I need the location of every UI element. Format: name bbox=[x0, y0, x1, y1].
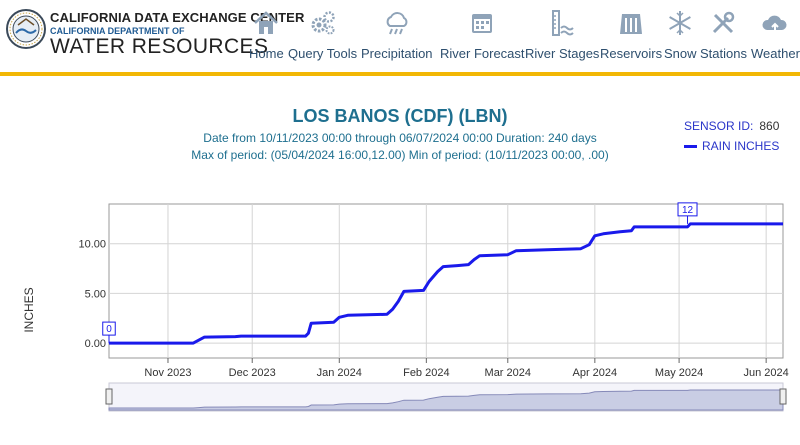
range-navigator bbox=[105, 382, 787, 412]
x-tick-label: Dec 2023 bbox=[229, 367, 276, 379]
nav-home[interactable]: Home bbox=[249, 8, 284, 61]
nav-home-label: Home bbox=[249, 46, 284, 61]
annotation-box bbox=[102, 321, 116, 336]
x-tick-label: Apr 2024 bbox=[573, 367, 618, 379]
x-tick-label: Jun 2024 bbox=[744, 367, 789, 379]
y-axis: 0.00 5.00 10.00 bbox=[78, 239, 106, 350]
nav-stations-label: Stations bbox=[700, 46, 747, 61]
x-tick-label: Feb 2024 bbox=[403, 367, 449, 379]
header-rule bbox=[0, 72, 800, 76]
brand-department: CALIFORNIA DEPARTMENT OF bbox=[50, 26, 185, 36]
nav-reservoirs-label: Reservoirs bbox=[600, 46, 663, 61]
nav-river-forecast[interactable]: River Forecast bbox=[440, 8, 525, 61]
chart-subtitle-extremes: Max of period: (05/04/2024 16:00,12.00) … bbox=[191, 148, 609, 162]
x-axis: Nov 2023 Dec 2023 Jan 2024 Feb 2024 Mar 2024… bbox=[144, 358, 789, 379]
brand-water-resources: WATER RESOURCES bbox=[50, 35, 269, 58]
chart-annotations: 0 12 bbox=[102, 202, 698, 344]
plot-area bbox=[108, 203, 784, 359]
snowflake-icon bbox=[669, 11, 692, 35]
chart-title: LOS BANOS (CDF) (LBN) bbox=[292, 106, 508, 126]
chart-grid bbox=[108, 203, 784, 359]
y-tick-label: 10.00 bbox=[78, 239, 106, 251]
y-tick-label: 0.00 bbox=[85, 338, 106, 350]
chart-subtitle-dates: Date from 10/11/2023 00:00 through 06/07… bbox=[203, 131, 597, 145]
nav-precipitation-label: Precipitation bbox=[361, 46, 433, 61]
dwr-seal-icon[interactable] bbox=[6, 9, 46, 49]
gauge-icon bbox=[552, 10, 574, 36]
sensor-id-value: 860 bbox=[759, 119, 780, 133]
annotation-label: 0 bbox=[106, 324, 112, 335]
nav-reservoirs[interactable]: Reservoirs bbox=[600, 8, 662, 61]
x-tick-label: Mar 2024 bbox=[485, 367, 531, 379]
tools-icon bbox=[713, 11, 735, 34]
x-tick-label: Nov 2023 bbox=[144, 367, 191, 379]
home-icon bbox=[254, 11, 279, 34]
x-tick-label: Jan 2024 bbox=[317, 367, 362, 379]
dam-icon bbox=[620, 14, 643, 34]
nav-weather[interactable]: Weather bbox=[751, 8, 800, 61]
x-tick-label: May 2024 bbox=[655, 367, 703, 379]
legend-swatch bbox=[684, 144, 697, 148]
gears-icon bbox=[311, 11, 335, 35]
nav-river-forecast-label: River Forecast bbox=[440, 46, 525, 61]
y-tick-label: 5.00 bbox=[85, 288, 106, 300]
navigator-right-handle[interactable] bbox=[779, 388, 787, 405]
calendar-icon bbox=[472, 14, 493, 33]
nav-precipitation[interactable]: Precipitation bbox=[361, 8, 433, 61]
brand-block[interactable]: CALIFORNIA DATA EXCHANGE CENTER CALIFORN… bbox=[50, 10, 304, 58]
navigator-series-area bbox=[108, 389, 784, 411]
nav-snow-label: Snow bbox=[664, 46, 697, 61]
brand-exchange-center: CALIFORNIA DATA EXCHANGE CENTER bbox=[50, 10, 305, 25]
sensor-id: SENSOR ID: 860 bbox=[684, 119, 779, 133]
y-axis-label: INCHES bbox=[22, 287, 36, 332]
chart-legend[interactable]: RAIN INCHES bbox=[684, 139, 779, 153]
site-header: CALIFORNIA DATA EXCHANGE CENTER CALIFORN… bbox=[0, 0, 800, 72]
nav-river-stages[interactable]: River Stages bbox=[525, 8, 599, 61]
rain-cloud-icon bbox=[386, 12, 408, 35]
annotation-box bbox=[677, 202, 698, 217]
legend-series-label: RAIN INCHES bbox=[702, 139, 780, 153]
nav-weather-label: Weather bbox=[751, 46, 800, 61]
nav-query-tools[interactable]: Query Tools bbox=[288, 8, 357, 61]
cloud-icon bbox=[762, 15, 787, 34]
nav-stations[interactable]: Stations bbox=[700, 8, 747, 61]
nav-snow[interactable]: Snow bbox=[664, 8, 697, 61]
nav-river-stages-label: River Stages bbox=[525, 46, 600, 61]
nav-query-tools-label: Query Tools bbox=[288, 46, 358, 61]
annotation-label: 12 bbox=[682, 205, 694, 216]
rain-series-line[interactable] bbox=[109, 222, 783, 345]
sensor-id-label: SENSOR ID: bbox=[684, 119, 754, 133]
navigator-left-handle[interactable] bbox=[105, 388, 113, 405]
